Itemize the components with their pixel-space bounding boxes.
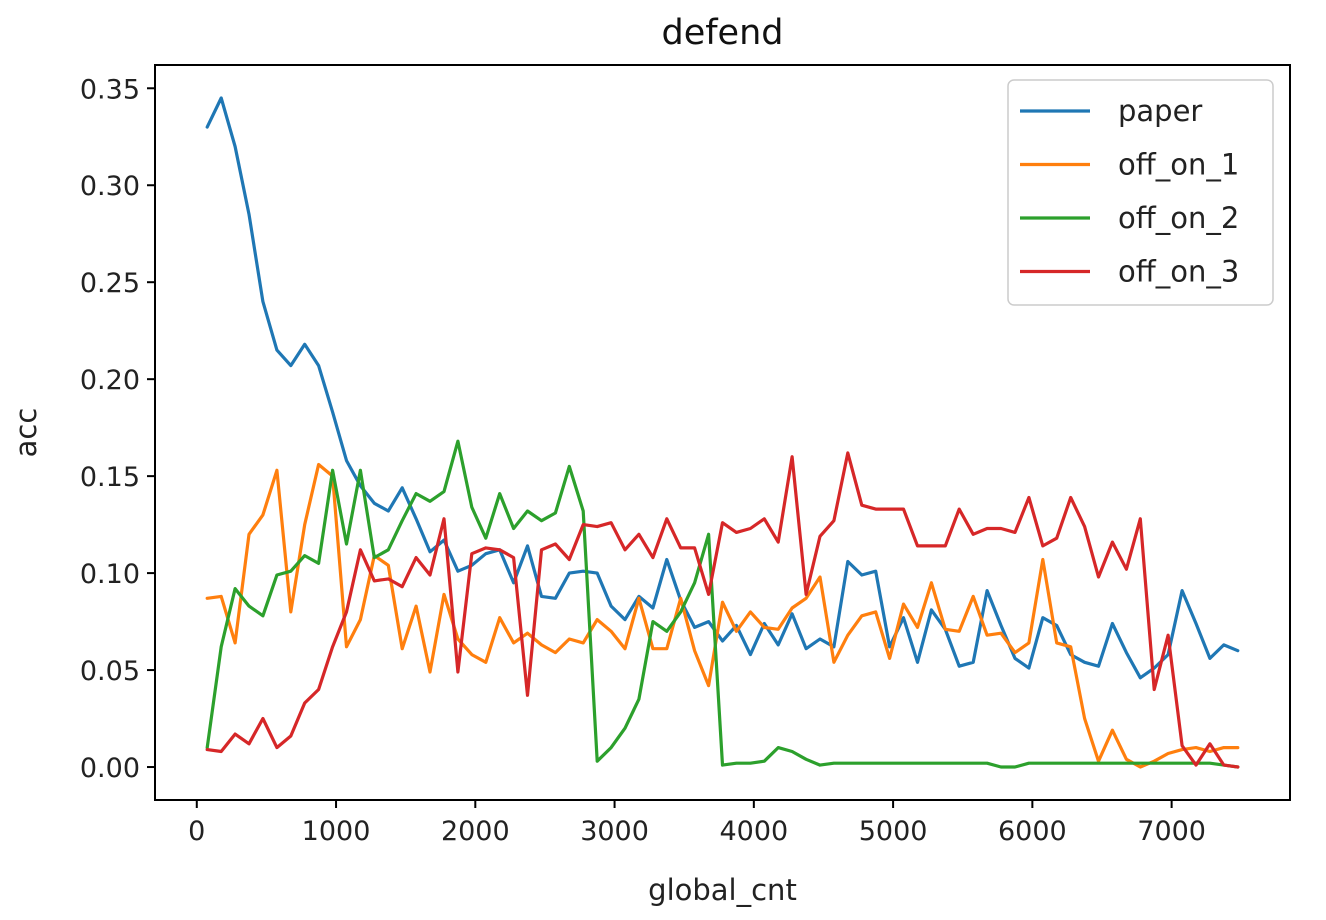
x-axis-title: global_cnt xyxy=(648,873,797,907)
y-axis-title: acc xyxy=(9,408,43,458)
x-tick-label: 5000 xyxy=(859,816,928,847)
y-tick-label: 0.20 xyxy=(80,365,140,396)
series-line-off-on-1 xyxy=(205,462,1240,769)
legend-box xyxy=(1007,79,1274,306)
y-tick-label: 0.10 xyxy=(80,559,140,590)
legend: paper off_on_1 off_on_2 off_on_3 xyxy=(1007,79,1274,306)
legend-label-off-on-1: off_on_1 xyxy=(1118,148,1239,182)
series-line-off-on-3 xyxy=(205,451,1240,769)
x-tick-label: 3000 xyxy=(580,816,649,847)
y-tick-label: 0.30 xyxy=(80,171,140,202)
y-tick-label: 0.05 xyxy=(80,656,140,687)
chart-title: defend xyxy=(661,13,783,53)
y-tick-label: 0.35 xyxy=(80,74,140,105)
y-tick-label: 0.15 xyxy=(80,462,140,493)
x-tick-label: 7000 xyxy=(1137,816,1206,847)
x-tick-label: 0 xyxy=(188,816,205,847)
series-line-off-on-2 xyxy=(205,439,1240,769)
x-tick-label: 2000 xyxy=(441,816,510,847)
y-tick-label: 0.00 xyxy=(80,753,140,784)
x-tick-label: 6000 xyxy=(998,816,1067,847)
legend-label-off-on-3: off_on_3 xyxy=(1118,255,1239,289)
series-lines xyxy=(205,96,1240,769)
y-axis: 0.00 0.05 0.10 0.15 0.20 0.25 0.30 0.35 xyxy=(80,74,155,784)
x-axis: 0 1000 2000 3000 4000 5000 6000 7000 xyxy=(188,800,1206,847)
y-tick-label: 0.25 xyxy=(80,268,140,299)
legend-label-paper: paper xyxy=(1118,94,1202,128)
legend-label-off-on-2: off_on_2 xyxy=(1118,201,1239,235)
plot-frame xyxy=(154,64,1291,801)
x-tick-label: 4000 xyxy=(719,816,788,847)
x-tick-label: 1000 xyxy=(302,816,371,847)
